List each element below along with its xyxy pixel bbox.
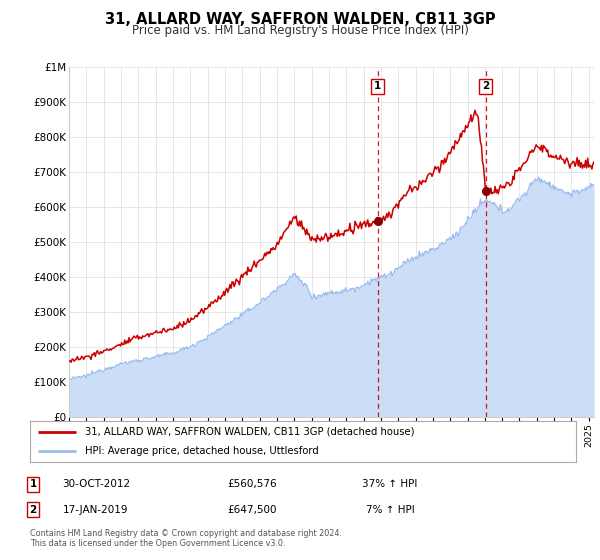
Text: This data is licensed under the Open Government Licence v3.0.: This data is licensed under the Open Gov…	[30, 539, 286, 548]
Text: 1: 1	[29, 479, 37, 489]
Text: 1: 1	[374, 81, 382, 91]
Text: HPI: Average price, detached house, Uttlesford: HPI: Average price, detached house, Uttl…	[85, 446, 319, 456]
Text: 17-JAN-2019: 17-JAN-2019	[63, 505, 129, 515]
Text: 7% ↑ HPI: 7% ↑ HPI	[365, 505, 415, 515]
Text: 2: 2	[29, 505, 37, 515]
Text: 37% ↑ HPI: 37% ↑ HPI	[362, 479, 418, 489]
Text: 30-OCT-2012: 30-OCT-2012	[62, 479, 130, 489]
Text: £560,576: £560,576	[227, 479, 277, 489]
Text: 2: 2	[482, 81, 489, 91]
Text: Price paid vs. HM Land Registry's House Price Index (HPI): Price paid vs. HM Land Registry's House …	[131, 24, 469, 36]
Text: 31, ALLARD WAY, SAFFRON WALDEN, CB11 3GP (detached house): 31, ALLARD WAY, SAFFRON WALDEN, CB11 3GP…	[85, 427, 414, 437]
Text: Contains HM Land Registry data © Crown copyright and database right 2024.: Contains HM Land Registry data © Crown c…	[30, 529, 342, 538]
Text: 31, ALLARD WAY, SAFFRON WALDEN, CB11 3GP: 31, ALLARD WAY, SAFFRON WALDEN, CB11 3GP	[104, 12, 496, 27]
Text: £647,500: £647,500	[227, 505, 277, 515]
